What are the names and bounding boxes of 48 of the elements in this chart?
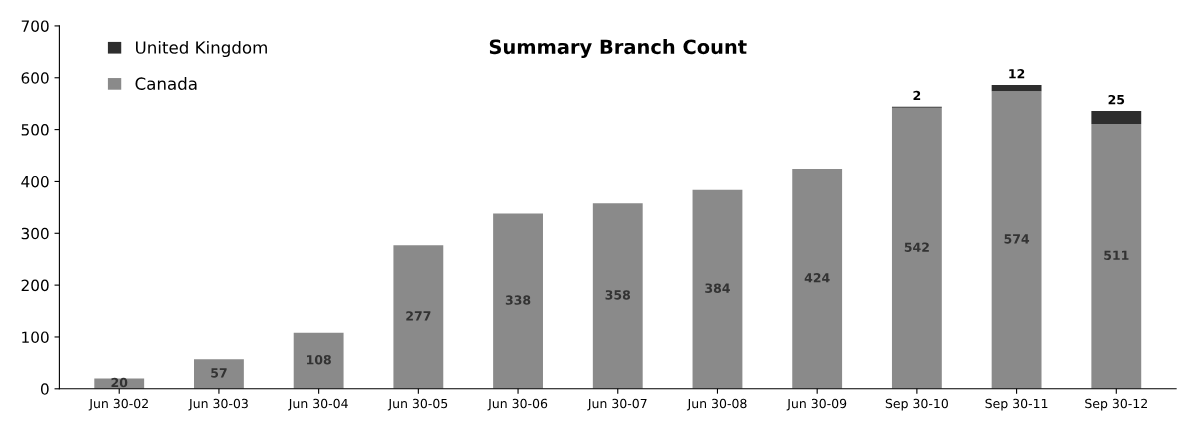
x-tick-label: Jun 30-03 (188, 398, 248, 411)
bar (393, 245, 444, 389)
y-tick-label: 0 (40, 383, 49, 395)
bar (891, 107, 942, 389)
x-tick-label: Sep 30-11 (985, 398, 1048, 411)
data-label: 25 (1108, 94, 1125, 105)
legend-label: Canada (135, 77, 197, 90)
data-label: 57 (211, 368, 227, 378)
data-label: 277 (406, 311, 431, 321)
bar (692, 189, 743, 389)
x-tick-label: Jun 30-07 (587, 398, 647, 411)
x-tick-label: Sep 30-12 (1085, 398, 1147, 411)
bar (592, 203, 643, 389)
y-tick-label: 700 (21, 20, 49, 32)
x-tick-label: Jun 30-02 (88, 398, 148, 411)
x-tick-label: Jun 30-08 (686, 398, 747, 411)
x-tick-label: Jun 30-09 (786, 398, 847, 411)
data-label: 384 (705, 283, 730, 293)
x-tick-label: Jun 30-06 (487, 398, 548, 411)
data-label: 358 (605, 290, 631, 300)
bar (1091, 110, 1142, 124)
data-label: 2 (913, 90, 921, 101)
legend-label: United Kingdom (136, 40, 267, 58)
data-label: 20 (111, 377, 128, 388)
bar (991, 85, 1042, 92)
y-tick-label: 500 (21, 124, 49, 136)
data-label: 542 (904, 242, 929, 252)
bar (991, 91, 1042, 389)
y-tick-label: 400 (21, 175, 49, 188)
x-tick-label: Sep 30-10 (885, 398, 948, 411)
text: Summary Branch Count (489, 39, 747, 59)
bar (1091, 123, 1142, 389)
y-tick-label: 100 (22, 331, 49, 343)
data-label: 574 (1004, 234, 1030, 244)
bar (293, 332, 344, 389)
x-tick-label: Jun 30-05 (387, 398, 448, 411)
y-tick-label: 200 (21, 279, 49, 292)
data-label: 424 (804, 273, 830, 283)
data-label: 108 (307, 354, 331, 365)
data-label: 12 (1009, 68, 1025, 79)
data-label: 511 (1104, 250, 1129, 260)
y-tick-label: 600 (21, 72, 49, 84)
x-tick-label: Jun 30-04 (288, 398, 348, 411)
bar (792, 169, 843, 389)
bar (194, 359, 244, 389)
data-label: 338 (505, 295, 531, 305)
y-tick-label: 300 (21, 227, 49, 240)
bar (493, 213, 543, 389)
